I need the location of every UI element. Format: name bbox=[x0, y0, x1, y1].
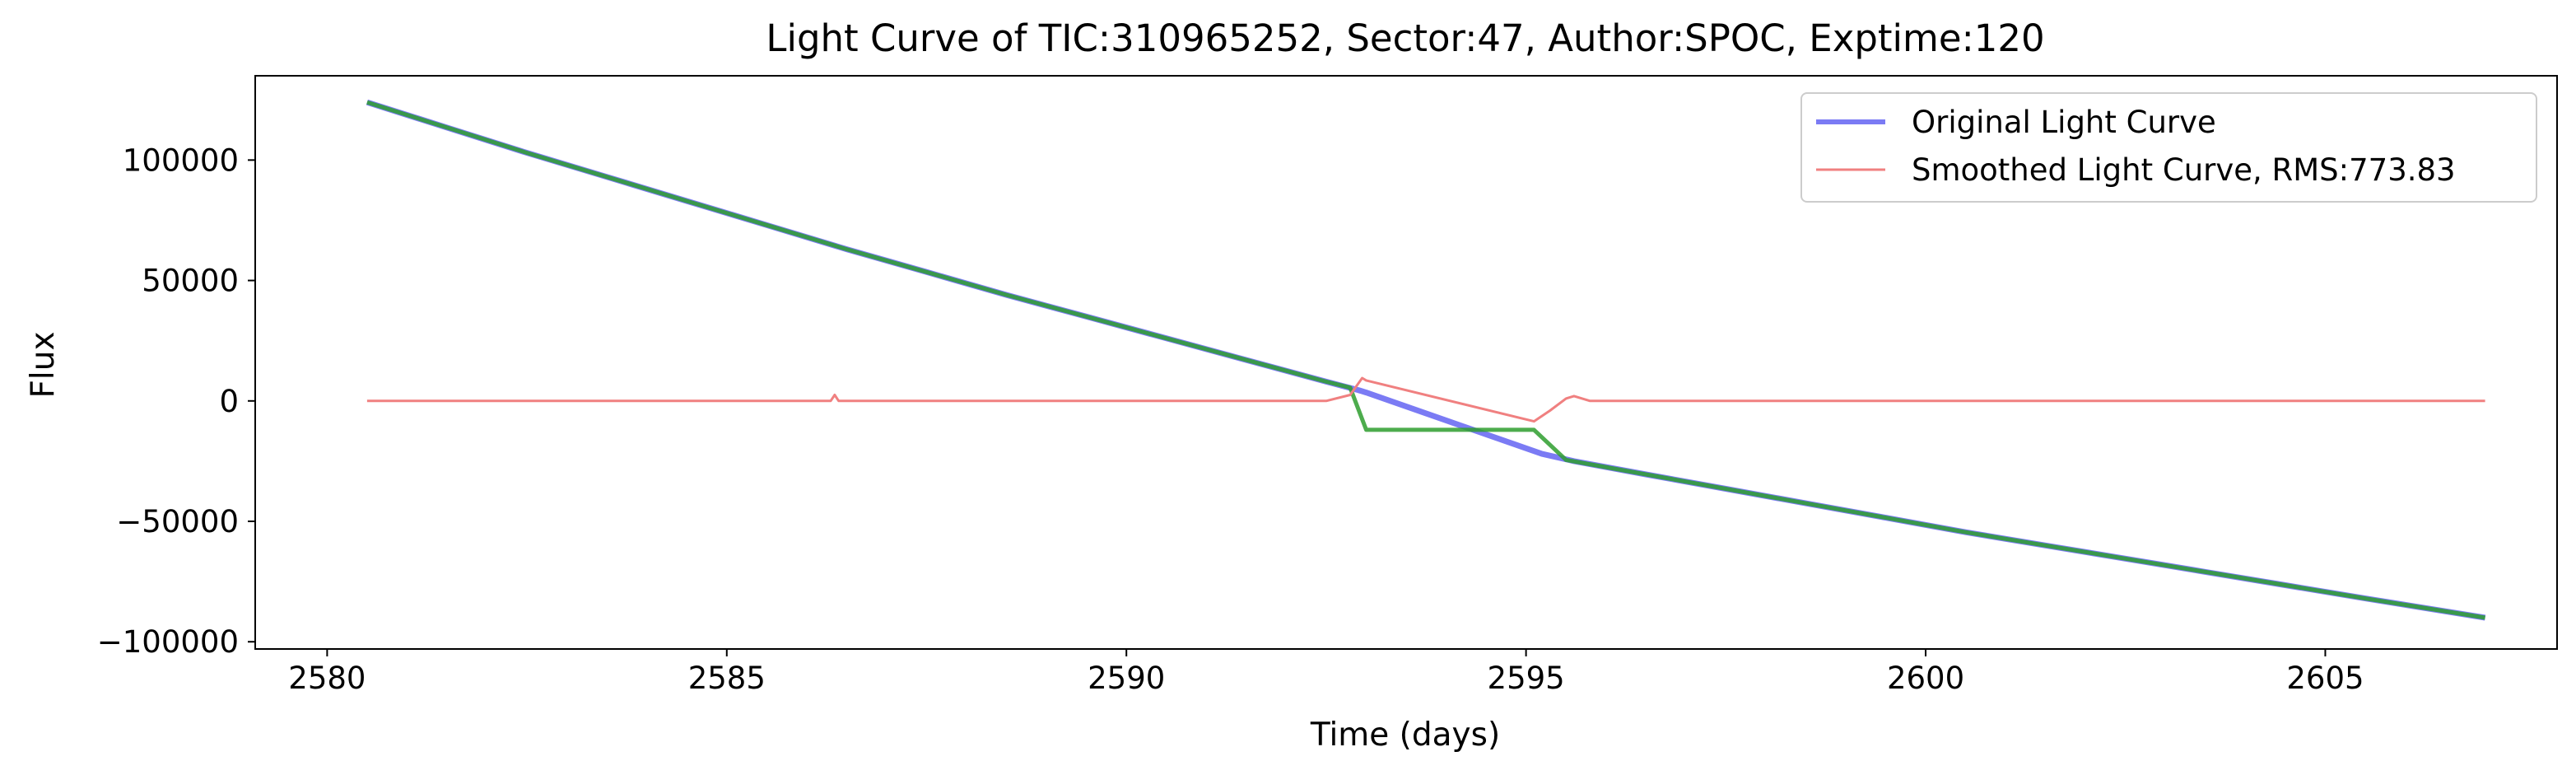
x-tick-label: 2585 bbox=[688, 661, 766, 696]
legend-box bbox=[1800, 92, 2537, 203]
y-tick-label: 0 bbox=[219, 384, 239, 419]
plot-area bbox=[366, 99, 2486, 621]
legend: Original Light Curve Smoothed Light Curv… bbox=[1800, 92, 2537, 203]
y-axis-label: Flux bbox=[25, 331, 62, 398]
x-tick-label: 2580 bbox=[288, 661, 366, 696]
x-tick-label: 2590 bbox=[1088, 661, 1165, 696]
y-tick-label: 100000 bbox=[123, 142, 239, 178]
x-tick-label: 2605 bbox=[2286, 661, 2364, 696]
trend-line bbox=[366, 100, 2485, 620]
axis-ticks: 2580 2585 2590 2595 2600 2605 100000 50000 0 −500… bbox=[97, 142, 2364, 696]
x-axis-label: Time (days) bbox=[1310, 717, 1500, 754]
legend-label-smoothed: Smoothed Light Curve, RMS:773.83 bbox=[1912, 152, 2456, 188]
y-tick-label: 50000 bbox=[142, 264, 239, 299]
smoothed-light-curve-line bbox=[366, 376, 2485, 423]
y-tick-label: −100000 bbox=[97, 624, 239, 660]
y-tick-label: −50000 bbox=[116, 504, 239, 539]
x-tick-label: 2600 bbox=[1887, 661, 1964, 696]
chart-title: Light Curve of TIC:310965252, Sector:47,… bbox=[766, 16, 2044, 60]
legend-label-original: Original Light Curve bbox=[1912, 105, 2216, 140]
x-tick-label: 2595 bbox=[1488, 661, 1565, 696]
plot-frame bbox=[254, 75, 2558, 650]
